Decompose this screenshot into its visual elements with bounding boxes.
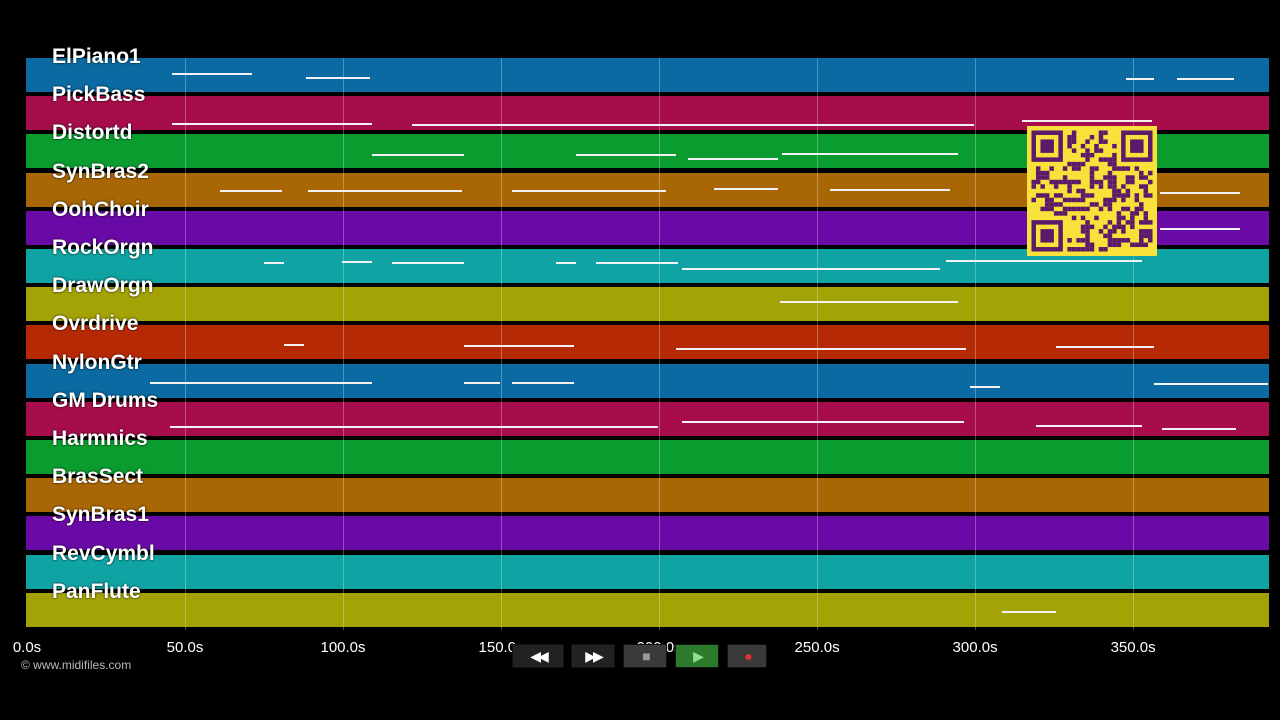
stop-icon: ■ <box>642 648 650 664</box>
record-button[interactable]: ● <box>727 644 767 668</box>
track-name: RockOrgn <box>52 236 154 259</box>
note-stroke <box>172 123 372 125</box>
qr-code-icon[interactable] <box>1027 126 1157 256</box>
track-name: Harmnics <box>52 427 148 450</box>
track-lane <box>26 440 1269 476</box>
note-stroke <box>172 73 252 75</box>
time-tick-label: 350.0s <box>1110 639 1156 656</box>
note-stroke <box>1160 228 1240 230</box>
rewind-icon: ◀◀ <box>530 648 549 664</box>
track-lane <box>26 401 1269 438</box>
fast-forward-icon: ▶▶ <box>585 648 604 664</box>
track-lane <box>26 58 1269 94</box>
note-stroke <box>342 261 372 263</box>
record-icon: ● <box>744 648 752 664</box>
note-stroke <box>1177 78 1234 80</box>
gridline <box>501 58 503 630</box>
track-lane <box>26 478 1269 515</box>
note-stroke <box>412 124 974 126</box>
note-stroke <box>970 386 1000 388</box>
note-stroke <box>464 382 500 384</box>
note-stroke <box>512 382 574 384</box>
track-name: Ovrdrive <box>52 312 139 336</box>
note-stroke <box>1162 428 1236 430</box>
time-tick-label: 0.0s <box>12 639 42 656</box>
track-lane <box>26 363 1269 400</box>
gridline <box>1133 58 1135 630</box>
copyright-credit: © www.midifiles.com <box>21 658 132 672</box>
time-tick-label: 300.0s <box>952 639 998 656</box>
gridline <box>975 58 977 630</box>
track-name: SynBras1 <box>52 503 149 527</box>
note-stroke <box>1022 120 1152 122</box>
gridline <box>659 58 661 630</box>
track-name: SynBras2 <box>52 159 149 183</box>
track-lane <box>26 287 1269 324</box>
gridline <box>343 58 345 630</box>
note-stroke <box>596 262 678 264</box>
note-stroke <box>170 426 658 428</box>
track-name: NylonGtr <box>52 350 142 374</box>
note-stroke <box>284 344 304 346</box>
play-button[interactable]: ▶ <box>675 644 719 668</box>
track-name: ElPiano1 <box>52 45 141 68</box>
note-stroke <box>264 262 284 264</box>
track-lane <box>26 554 1269 591</box>
note-stroke <box>1160 192 1240 194</box>
note-stroke <box>372 154 464 156</box>
note-stroke <box>676 348 966 350</box>
note-stroke <box>1056 346 1154 348</box>
track-name: OohChoir <box>52 197 149 221</box>
note-stroke <box>682 421 964 423</box>
play-icon: ▶ <box>693 648 704 664</box>
track-lane <box>26 325 1269 362</box>
track-name: GM Drums <box>52 388 159 412</box>
note-stroke <box>464 345 574 347</box>
track-lane <box>26 592 1269 629</box>
note-stroke <box>308 190 462 192</box>
track-name: PickBass <box>52 83 146 107</box>
note-stroke <box>1036 425 1142 427</box>
note-stroke <box>682 268 940 270</box>
note-stroke <box>714 188 778 190</box>
track-name: PanFlute <box>52 579 141 603</box>
note-stroke <box>150 382 372 384</box>
gridline <box>817 58 819 630</box>
note-stroke <box>780 301 958 303</box>
rewind-button[interactable]: ◀◀ <box>512 644 564 668</box>
gridline <box>185 58 186 630</box>
note-stroke <box>392 262 464 264</box>
note-stroke <box>946 260 1142 262</box>
note-stroke <box>1002 611 1056 613</box>
time-tick-label: 250.0s <box>794 639 840 656</box>
stop-button[interactable]: ■ <box>623 644 667 668</box>
note-stroke <box>220 190 282 192</box>
note-stroke <box>1154 383 1268 385</box>
track-name: Distortd <box>52 121 133 145</box>
note-stroke <box>1126 78 1154 80</box>
note-stroke <box>688 158 778 160</box>
note-stroke <box>556 262 576 264</box>
track-name: BrasSect <box>52 465 144 489</box>
note-stroke <box>576 154 676 156</box>
note-stroke <box>512 190 666 192</box>
time-tick-label: 100.0s <box>320 639 366 656</box>
fast-forward-button[interactable]: ▶▶ <box>571 644 615 668</box>
time-tick-label: 50.0s <box>166 639 204 656</box>
note-stroke <box>306 77 370 79</box>
track-name: DrawOrgn <box>52 274 154 298</box>
track-lane <box>26 516 1269 553</box>
note-stroke <box>830 189 950 191</box>
track-name: RevCymbl <box>52 541 155 565</box>
note-stroke <box>782 153 958 155</box>
